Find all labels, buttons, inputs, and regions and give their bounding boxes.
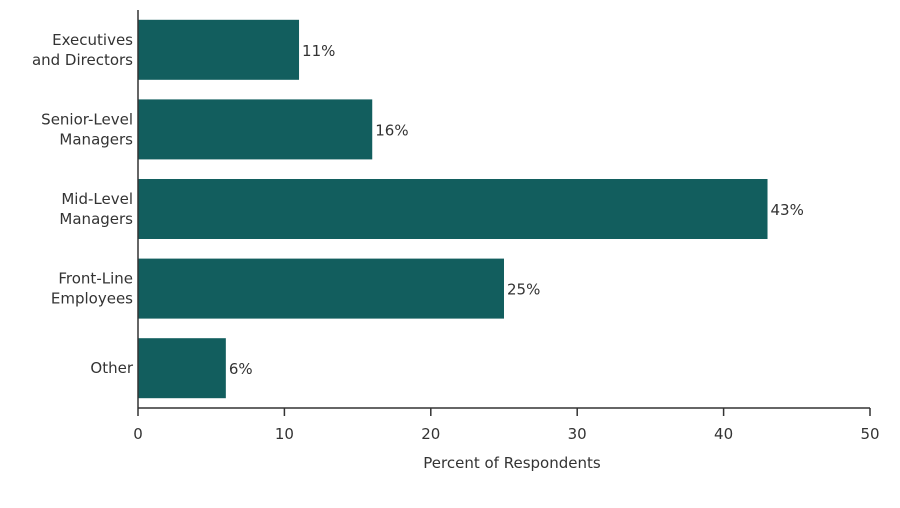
x-axis-title: Percent of Respondents — [423, 454, 601, 472]
category-label: Mid-Level Managers — [59, 190, 133, 228]
category-label: Senior-Level Managers — [41, 110, 133, 148]
bar-value-label: 25% — [507, 281, 540, 299]
bar — [138, 99, 373, 160]
category-label: Executives and Directors — [32, 31, 133, 69]
bar — [138, 338, 226, 399]
category-label-line: Managers — [59, 210, 133, 228]
bar — [138, 19, 300, 80]
category-label-line: Mid-Level — [61, 190, 133, 208]
x-tick-label: 0 — [133, 425, 143, 443]
category-label: Front-Line Employees — [51, 270, 133, 308]
x-tick-label: 30 — [568, 425, 587, 443]
data-labels: 11% 16% 43% 25% 6% — [229, 42, 804, 378]
category-label-line: Senior-Level — [41, 110, 133, 128]
bar — [138, 179, 768, 239]
category-label-line: Front-Line — [58, 270, 133, 288]
category-labels: Executives and Directors Senior-Level Manag… — [32, 31, 134, 377]
axes: 0 10 20 30 40 50 — [133, 10, 880, 443]
category-label-line: Other — [90, 359, 133, 377]
category-label-line: Managers — [59, 130, 133, 148]
x-tick-label: 10 — [275, 425, 294, 443]
x-tick-label: 20 — [421, 425, 440, 443]
x-tick-label: 40 — [714, 425, 733, 443]
category-label-line: Employees — [51, 290, 133, 308]
bar-value-label: 43% — [771, 201, 804, 219]
bar — [138, 258, 504, 319]
bars-layer — [138, 19, 768, 399]
category-label-line: and Directors — [32, 51, 133, 69]
x-tick-label: 50 — [860, 425, 879, 443]
category-label-line: Executives — [52, 31, 133, 49]
bar-value-label: 11% — [302, 42, 335, 60]
bar-value-label: 6% — [229, 360, 253, 378]
bar-value-label: 16% — [375, 121, 408, 139]
category-label: Other — [90, 359, 133, 377]
